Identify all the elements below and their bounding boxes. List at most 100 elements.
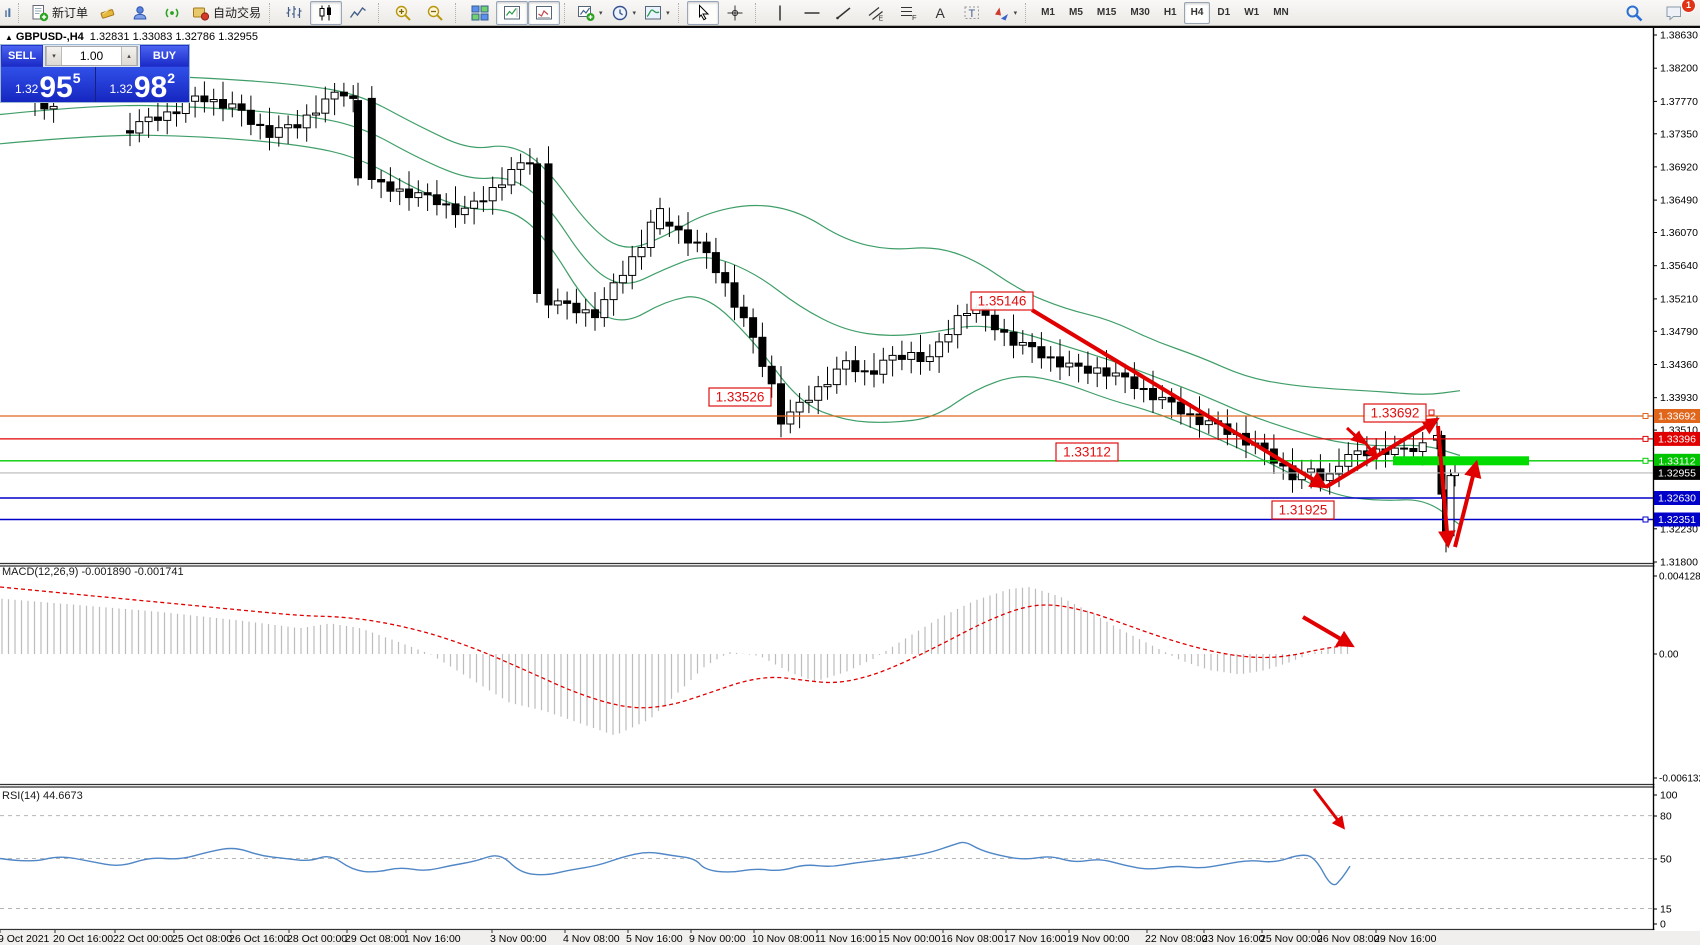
timeframe-button-d1[interactable]: D1 [1217, 7, 1231, 18]
search-icon [1626, 5, 1643, 21]
timeframe-button-m15[interactable]: M15 [1096, 7, 1117, 18]
toolbar-separator [677, 2, 683, 23]
chevron-down-icon: ▾ [1013, 9, 1018, 17]
zoom-in-button[interactable] [387, 1, 419, 25]
trend-arrow[interactable] [1324, 417, 1440, 489]
bar-chart-button[interactable] [278, 1, 310, 25]
main-toolbar: 新订单 自动交易 ▾ ▾ ▾ E F A T ▾ M1 M5 M15 M30 H1 H4 D1 W1 MN 1 [0, 0, 1700, 26]
chevron-down-icon: ▾ [599, 9, 603, 17]
svg-text:29 Oct 08:00: 29 Oct 08:00 [345, 933, 405, 945]
bid-price-display[interactable]: 1.32 95 5 [1, 67, 95, 103]
autotrade-button[interactable]: 自动交易 [188, 1, 265, 25]
new-order-button[interactable]: 新订单 [27, 1, 92, 25]
label-t-icon: T [964, 6, 979, 20]
svg-text:1.33930: 1.33930 [1660, 392, 1698, 404]
arrows-button[interactable]: ▾ [988, 1, 1022, 25]
linechart-icon [349, 6, 366, 18]
svg-text:80: 80 [1660, 811, 1672, 823]
price-annotation-1.31925[interactable]: 1.31925 [1271, 500, 1335, 520]
volume-value[interactable]: 1.00 [79, 49, 104, 63]
line-chart-button[interactable] [342, 1, 374, 25]
svg-text:0: 0 [1660, 919, 1666, 931]
cursor-button[interactable] [686, 0, 719, 25]
svg-text:19 Nov 00:00: 19 Nov 00:00 [1067, 933, 1130, 945]
svg-text:1.31925: 1.31925 [1279, 503, 1328, 518]
price-annotation-1.35146[interactable]: 1.35146 [970, 291, 1034, 311]
price-annotation-1.33526[interactable]: 1.33526 [708, 387, 772, 407]
new-chart-button[interactable]: ▾ [573, 1, 607, 25]
svg-text:0.00: 0.00 [1659, 650, 1679, 661]
svg-text:1 Nov 16:00: 1 Nov 16:00 [404, 933, 461, 945]
svg-text:1.33112: 1.33112 [1658, 455, 1695, 467]
ask-big-digits: 98 [133, 71, 168, 104]
text-button[interactable]: A [924, 1, 956, 25]
trend-arrow[interactable] [1312, 788, 1346, 830]
svg-text:22 Nov 08:00: 22 Nov 08:00 [1145, 933, 1208, 945]
toolbar-separator [754, 2, 760, 23]
timeframe-button-m5[interactable]: M5 [1069, 7, 1083, 18]
price-axis: 1.38630 1.38200 1.37770 1.37350 1.36920 1.364… [1652, 28, 1700, 931]
trend-arrow[interactable] [1345, 426, 1365, 445]
eraser-button[interactable] [92, 1, 124, 25]
volume-down-button[interactable]: ▾ [46, 47, 62, 65]
zoom-out-button[interactable] [419, 1, 451, 25]
volume-up-button[interactable]: ▴ [121, 47, 137, 65]
trend-arrow[interactable] [1453, 459, 1482, 548]
label-button[interactable]: T [956, 1, 988, 25]
search-button[interactable] [1618, 1, 1650, 25]
horizontal-line-1.33396[interactable] [0, 435, 1653, 442]
horizontal-line-1.33112[interactable] [0, 457, 1653, 464]
toolbar-separator [269, 2, 274, 23]
chart-partial-icon [5, 7, 11, 17]
channel-button[interactable]: E [860, 1, 892, 25]
bid-prefix: 1.32 [14, 82, 39, 96]
trendline-button[interactable] [828, 1, 860, 25]
trend-arrow[interactable] [1436, 425, 1456, 549]
trend-arrow[interactable] [1301, 615, 1355, 648]
fibo-icon: F [900, 6, 917, 22]
profile-icon [133, 5, 147, 19]
trend-arrow[interactable] [1030, 308, 1328, 489]
fibonacci-button[interactable]: F [892, 1, 924, 25]
clock-icon [612, 5, 627, 20]
svg-text:17 Nov 16:00: 17 Nov 16:00 [1004, 933, 1067, 945]
horizontal-line-1.32351[interactable] [0, 516, 1653, 523]
sell-button[interactable]: SELL [1, 45, 43, 67]
timeframe-button-m30[interactable]: M30 [1130, 7, 1150, 18]
price-annotation-1.33692[interactable]: 1.33692 [1363, 403, 1435, 423]
macd-label: MACD(12,26,9) -0.001890 -0.001741 [2, 566, 184, 578]
timeframe-button-h1[interactable]: H1 [1163, 7, 1177, 18]
autotrade-icon [193, 7, 210, 21]
arrange-charts-button-1[interactable] [496, 0, 529, 25]
chevron-down-icon: ▾ [632, 9, 637, 17]
collapse-arrow-icon[interactable]: ▲ [5, 33, 13, 42]
signals-button[interactable] [156, 1, 188, 25]
notifications-button[interactable]: 1 [1658, 0, 1696, 25]
trend-arrow[interactable] [1356, 432, 1378, 460]
vertical-line-button[interactable] [764, 1, 796, 25]
cursor-icon [698, 3, 709, 20]
price-annotation-1.33112[interactable]: 1.33112 [1055, 442, 1119, 462]
timeframe-button-mn[interactable]: MN [1273, 7, 1289, 18]
svg-text:1.31800: 1.31800 [1660, 557, 1698, 569]
support-zone-rectangle[interactable] [1393, 456, 1529, 466]
timeframe-button-m1[interactable]: M1 [1041, 7, 1055, 18]
eraser-icon [100, 7, 115, 19]
buy-button[interactable]: BUY [140, 45, 189, 67]
horizontal-line-button[interactable] [796, 1, 828, 25]
timeframe-button-h4[interactable]: H4 [1183, 1, 1211, 24]
tile-windows-button[interactable] [464, 1, 496, 25]
candle-chart-button[interactable] [310, 0, 343, 25]
arrange-charts-button-2[interactable] [528, 0, 561, 25]
period-button[interactable]: ▾ [607, 1, 641, 25]
market-watch-button[interactable] [124, 1, 156, 25]
crosshair-button[interactable] [719, 1, 751, 25]
chart-icon-partial[interactable] [0, 1, 14, 25]
ask-price-display[interactable]: 1.32 98 2 [95, 67, 189, 104]
svg-text:25 Nov 00:00: 25 Nov 00:00 [1260, 933, 1323, 945]
template-button[interactable]: ▾ [640, 1, 674, 25]
timeframe-button-w1[interactable]: W1 [1244, 7, 1260, 18]
arrange2-icon [536, 5, 553, 19]
